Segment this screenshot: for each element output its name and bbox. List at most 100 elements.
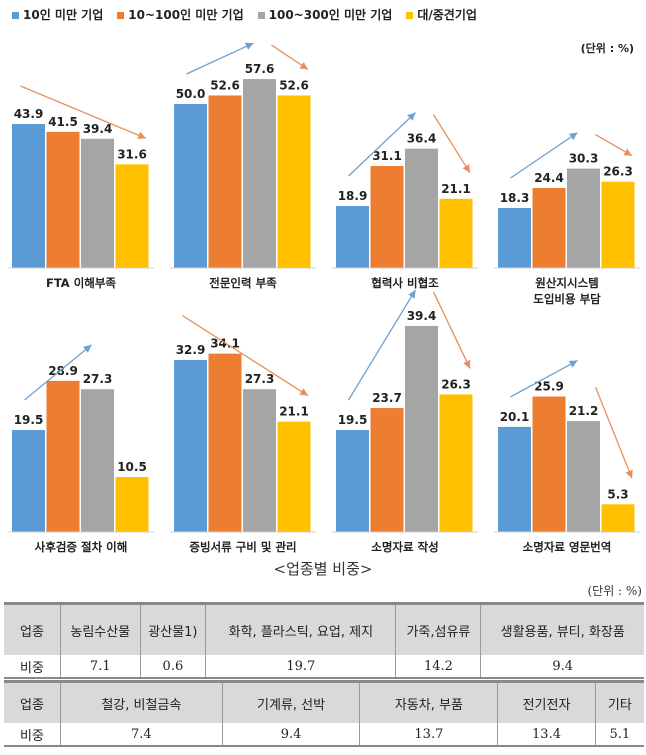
bar: [439, 198, 473, 268]
bar: [601, 504, 635, 532]
legend-swatch: [117, 12, 125, 19]
data-label: 23.7: [372, 391, 402, 405]
data-label: 21.2: [569, 404, 599, 418]
category-label: 전문인력 부족: [209, 276, 277, 290]
bar: [567, 168, 600, 268]
category-label: 소명자료 영문번역: [523, 540, 612, 554]
table-header-row: 업종 농림수산물 광산물1) 화학, 플라스틱, 요업, 제지 가죽,섬유류 생…: [4, 602, 644, 655]
bar: [12, 124, 45, 269]
table-cell: 13.4: [497, 723, 596, 747]
data-label: 39.4: [407, 309, 437, 323]
table-cell: 기타: [594, 680, 644, 723]
industry-share-table-2: 업종 철강, 비철금속 기계류, 선박 자동차, 부품 전기전자 기타 비중 7…: [4, 680, 644, 747]
table-cell: 화학, 플라스틱, 요업, 제지: [205, 602, 396, 655]
category-label: 증빙서류 구비 및 관리: [189, 540, 296, 554]
data-label: 41.5: [48, 115, 78, 129]
data-label: 10.5: [117, 460, 147, 474]
trend-down-arrow: [20, 85, 147, 139]
bar: [208, 95, 242, 268]
bar: [46, 380, 80, 532]
table-cell: 19.7: [205, 655, 396, 679]
category-label: 도입비용 부담: [533, 292, 601, 306]
legend-swatch: [406, 12, 414, 19]
table-cell: 철강, 비철금속: [60, 680, 223, 723]
bar: [243, 79, 276, 269]
bar: [12, 430, 45, 532]
table-cell: 9.4: [221, 723, 360, 747]
table-cell: 기계류, 선박: [221, 680, 360, 723]
legend-label: 100~300인 미만 기업: [268, 8, 393, 22]
bar: [115, 477, 149, 532]
data-label: 19.5: [338, 413, 368, 427]
legend-item: 10인 미만 기업: [12, 6, 103, 23]
data-label: 24.4: [534, 171, 564, 185]
table-cell: 비중: [4, 723, 61, 747]
data-label: 34.1: [210, 337, 240, 351]
bar: [439, 394, 473, 532]
data-label: 57.6: [245, 62, 275, 76]
bar: [277, 95, 311, 268]
bar: [336, 430, 369, 532]
chart-legend: 10인 미만 기업 10~100인 미만 기업 100~300인 미만 기업 대…: [12, 6, 477, 23]
data-label: 31.1: [372, 149, 402, 163]
legend-item: 10~100인 미만 기업: [117, 6, 244, 23]
trend-up-arrow: [24, 344, 92, 401]
category-label: 사후검증 절차 이해: [35, 540, 128, 554]
data-label: 28.9: [48, 364, 78, 378]
table-cell: 14.2: [395, 655, 481, 679]
data-label: 20.1: [500, 410, 530, 424]
trend-up-arrow: [347, 289, 417, 401]
bar: [498, 207, 531, 268]
bar: [208, 353, 242, 532]
category-label: 원산지시스템: [535, 276, 598, 290]
trend-down-arrow: [595, 134, 633, 157]
table-cell: 13.7: [359, 723, 498, 747]
bar: [532, 396, 566, 532]
table-cell: 9.4: [480, 655, 644, 679]
bar: [532, 187, 566, 268]
industry-share-table-1: 업종 농림수산물 광산물1) 화학, 플라스틱, 요업, 제지 가죽,섬유류 생…: [4, 602, 644, 679]
data-label: 43.9: [14, 107, 44, 121]
legend-swatch: [257, 12, 265, 19]
data-label: 31.6: [117, 147, 147, 161]
bar: [567, 421, 600, 532]
table-row: 비중 7.4 9.4 13.7 13.4 5.1: [4, 723, 644, 747]
category-label: 협력사 비협조: [371, 276, 439, 290]
table-title: <업종별 비중>: [273, 560, 373, 578]
bar: [81, 389, 114, 532]
data-label: 39.4: [83, 122, 113, 136]
data-label: 52.6: [279, 78, 309, 92]
bar: [336, 206, 369, 268]
bar: [174, 104, 207, 268]
table-cell: 5.1: [594, 723, 644, 747]
data-label: 36.4: [407, 132, 437, 146]
table-cell: 업종: [4, 680, 61, 723]
trend-down-arrow: [432, 114, 471, 174]
data-label: 27.3: [83, 372, 113, 386]
table-cell: 7.4: [60, 723, 223, 747]
data-label: 18.3: [500, 191, 530, 205]
bar: [370, 408, 404, 532]
data-label: 52.6: [210, 78, 240, 92]
bar: [601, 181, 635, 268]
bar-chart: 43.9 41.5 39.4 31.6 FTA 이해부족 50.0 52.6 57.6 52.6…: [8, 42, 640, 554]
table-cell: 7.1: [60, 655, 141, 679]
data-label: 21.1: [441, 182, 471, 196]
legend-label: 대/중견기업: [417, 8, 477, 22]
data-label: 21.1: [279, 405, 309, 419]
data-label: 26.3: [603, 165, 633, 179]
table-unit: (단위 : %): [587, 584, 642, 598]
trend-down-arrow: [432, 291, 471, 369]
table-cell: 농림수산물: [60, 602, 141, 655]
bar: [277, 421, 311, 532]
table-cell: 자동차, 부품: [359, 680, 498, 723]
bar: [115, 164, 149, 268]
legend-item: 100~300인 미만 기업: [257, 6, 393, 23]
trend-up-arrow: [510, 132, 578, 179]
data-label: 25.9: [534, 380, 564, 394]
table-cell: 비중: [4, 655, 61, 679]
data-label: 26.3: [441, 377, 471, 391]
data-label: 5.3: [607, 487, 628, 501]
category-label: 소명자료 작성: [371, 540, 438, 554]
legend-label: 10~100인 미만 기업: [128, 8, 244, 22]
